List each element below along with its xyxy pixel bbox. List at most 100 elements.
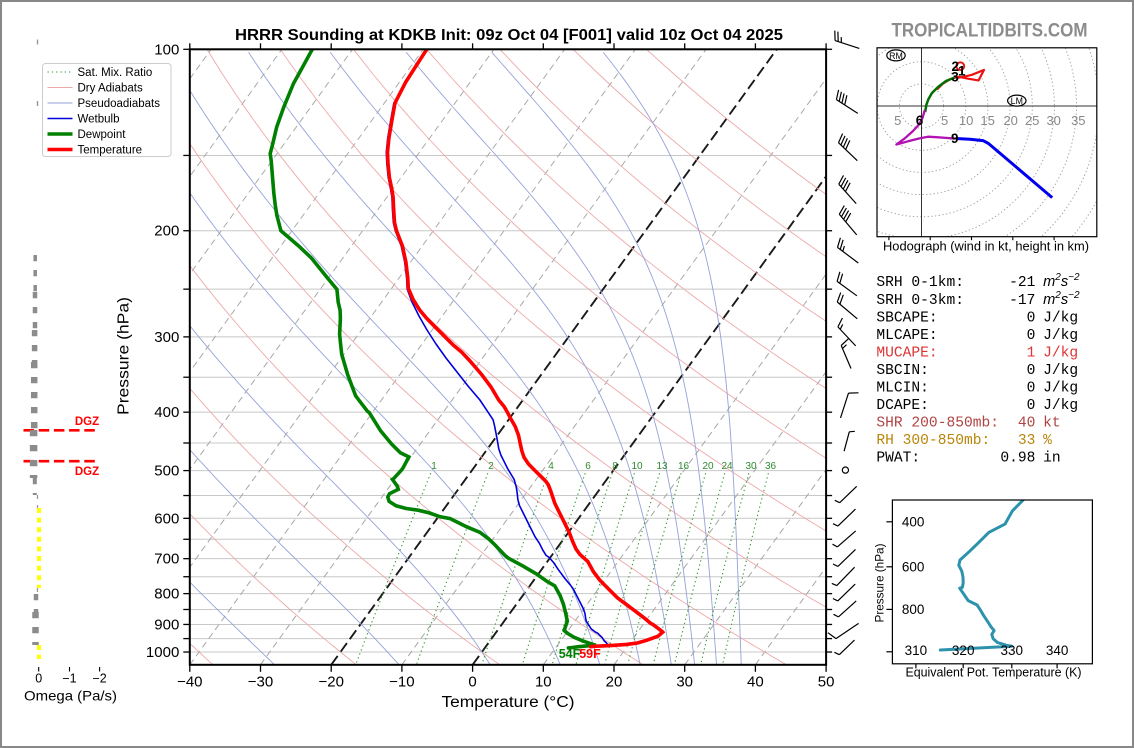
svg-text:0: 0 bbox=[1027, 310, 1036, 326]
svg-text:MUCAPE:: MUCAPE: bbox=[876, 345, 937, 361]
svg-text:J/kg: J/kg bbox=[1043, 310, 1078, 326]
svg-text:5: 5 bbox=[941, 113, 948, 128]
svg-text:13: 13 bbox=[656, 461, 668, 472]
svg-text:700: 700 bbox=[154, 551, 179, 568]
svg-text:−30: −30 bbox=[248, 673, 273, 690]
svg-text:800: 800 bbox=[902, 602, 925, 617]
svg-text:50: 50 bbox=[818, 673, 835, 690]
svg-text:-21: -21 bbox=[1009, 275, 1036, 291]
svg-text:kt: kt bbox=[1043, 416, 1061, 432]
svg-text:900: 900 bbox=[154, 616, 179, 633]
svg-text:6: 6 bbox=[585, 461, 591, 472]
svg-text:−40: −40 bbox=[177, 673, 202, 690]
svg-text:400: 400 bbox=[154, 404, 179, 421]
svg-text:800: 800 bbox=[154, 586, 179, 603]
svg-text:400: 400 bbox=[902, 515, 925, 530]
svg-text:20: 20 bbox=[1003, 113, 1017, 128]
svg-text:5: 5 bbox=[894, 113, 901, 128]
svg-text:0.98: 0.98 bbox=[1000, 451, 1035, 467]
svg-text:J/kg: J/kg bbox=[1043, 363, 1078, 379]
svg-text:Temperature: Temperature bbox=[78, 145, 143, 157]
svg-text:0: 0 bbox=[1027, 363, 1036, 379]
svg-text:0: 0 bbox=[468, 673, 476, 690]
svg-text:Omega (Pa/s): Omega (Pa/s) bbox=[24, 688, 117, 704]
svg-text:J/kg: J/kg bbox=[1043, 398, 1078, 414]
svg-text:Wetbulb: Wetbulb bbox=[78, 114, 120, 126]
svg-text:Pseudoadiabats: Pseudoadiabats bbox=[78, 98, 161, 110]
svg-text:20: 20 bbox=[702, 461, 714, 472]
svg-text:0: 0 bbox=[1027, 328, 1036, 344]
svg-text:20: 20 bbox=[606, 673, 623, 690]
svg-text:1: 1 bbox=[958, 64, 966, 79]
svg-text:SHR 200-850mb:: SHR 200-850mb: bbox=[876, 416, 999, 432]
svg-text:−1: −1 bbox=[62, 672, 76, 686]
svg-text:Sat. Mix. Ratio: Sat. Mix. Ratio bbox=[78, 67, 153, 79]
svg-text:Dewpoint: Dewpoint bbox=[78, 129, 127, 141]
svg-text:6: 6 bbox=[916, 113, 924, 128]
svg-text:30: 30 bbox=[1046, 113, 1060, 128]
svg-text:8: 8 bbox=[612, 461, 618, 472]
svg-text:1000: 1000 bbox=[146, 644, 179, 661]
svg-text:40: 40 bbox=[747, 673, 764, 690]
svg-text:10: 10 bbox=[631, 461, 643, 472]
svg-text:24: 24 bbox=[721, 461, 733, 472]
svg-text:-17: -17 bbox=[1009, 293, 1035, 309]
svg-text:J/kg: J/kg bbox=[1043, 345, 1078, 361]
svg-text:J/kg: J/kg bbox=[1043, 328, 1078, 344]
svg-text:SBCAPE:: SBCAPE: bbox=[876, 310, 937, 326]
svg-text:100: 100 bbox=[154, 41, 179, 58]
svg-text:330: 330 bbox=[1001, 643, 1024, 658]
svg-text:−10: −10 bbox=[389, 673, 414, 690]
svg-text:35: 35 bbox=[1071, 113, 1085, 128]
svg-text:4: 4 bbox=[548, 461, 554, 472]
svg-text:PWAT:: PWAT: bbox=[876, 451, 920, 467]
svg-text:Temperature (°C): Temperature (°C) bbox=[442, 694, 575, 711]
svg-text:SRH 0-3km:: SRH 0-3km: bbox=[876, 293, 964, 309]
svg-text:25: 25 bbox=[1025, 113, 1039, 128]
svg-text:30: 30 bbox=[745, 461, 757, 472]
svg-text:10: 10 bbox=[959, 113, 973, 128]
svg-text:Pressure (hPa): Pressure (hPa) bbox=[116, 297, 133, 415]
svg-text:LM: LM bbox=[1011, 96, 1023, 106]
svg-text:54F: 54F bbox=[559, 647, 581, 661]
svg-text:HRRR Sounding at KDKB Init: 09: HRRR Sounding at KDKB Init: 09z Oct 04 [… bbox=[235, 27, 783, 44]
svg-text:310: 310 bbox=[905, 643, 928, 658]
svg-text:9: 9 bbox=[951, 131, 959, 146]
svg-text:600: 600 bbox=[902, 560, 925, 575]
svg-text:33: 33 bbox=[1018, 433, 1036, 449]
svg-text:2: 2 bbox=[488, 461, 494, 472]
svg-text:0: 0 bbox=[1027, 381, 1036, 397]
svg-text:MLCAPE:: MLCAPE: bbox=[876, 328, 937, 344]
svg-text:SBCIN:: SBCIN: bbox=[876, 363, 929, 379]
svg-text:10: 10 bbox=[535, 673, 552, 690]
svg-text:40: 40 bbox=[1018, 416, 1036, 432]
svg-text:Pressure (hPa): Pressure (hPa) bbox=[873, 544, 887, 623]
svg-text:−20: −20 bbox=[318, 673, 343, 690]
svg-text:59F: 59F bbox=[579, 647, 601, 661]
svg-text:300: 300 bbox=[154, 329, 179, 346]
svg-text:Dry Adiabats: Dry Adiabats bbox=[78, 83, 143, 95]
svg-text:0: 0 bbox=[35, 672, 42, 686]
svg-text:DGZ: DGZ bbox=[75, 416, 99, 428]
svg-text:340: 340 bbox=[1046, 643, 1069, 658]
svg-text:in: in bbox=[1043, 451, 1061, 467]
svg-text:DCAPE:: DCAPE: bbox=[876, 398, 929, 414]
svg-text:36: 36 bbox=[765, 461, 777, 472]
svg-text:%: % bbox=[1043, 433, 1052, 449]
svg-text:200: 200 bbox=[154, 223, 179, 240]
svg-text:DGZ: DGZ bbox=[75, 466, 99, 478]
svg-text:SRH 0-1km:: SRH 0-1km: bbox=[876, 275, 964, 291]
svg-text:TROPICALTIDBITS.COM: TROPICALTIDBITS.COM bbox=[892, 21, 1088, 42]
svg-text:30: 30 bbox=[676, 673, 693, 690]
svg-text:Equivalent Pot. Temperature (K: Equivalent Pot. Temperature (K) bbox=[906, 665, 1082, 680]
svg-text:600: 600 bbox=[154, 510, 179, 527]
svg-text:−2: −2 bbox=[92, 672, 106, 686]
svg-text:16: 16 bbox=[678, 461, 690, 472]
svg-text:RM: RM bbox=[889, 51, 903, 61]
svg-text:1: 1 bbox=[431, 461, 437, 472]
svg-text:RH 300-850mb:: RH 300-850mb: bbox=[876, 433, 990, 449]
svg-text:320: 320 bbox=[952, 643, 975, 658]
svg-text:0: 0 bbox=[1027, 398, 1036, 414]
svg-text:3: 3 bbox=[951, 69, 959, 84]
svg-text:MLCIN:: MLCIN: bbox=[876, 381, 929, 397]
